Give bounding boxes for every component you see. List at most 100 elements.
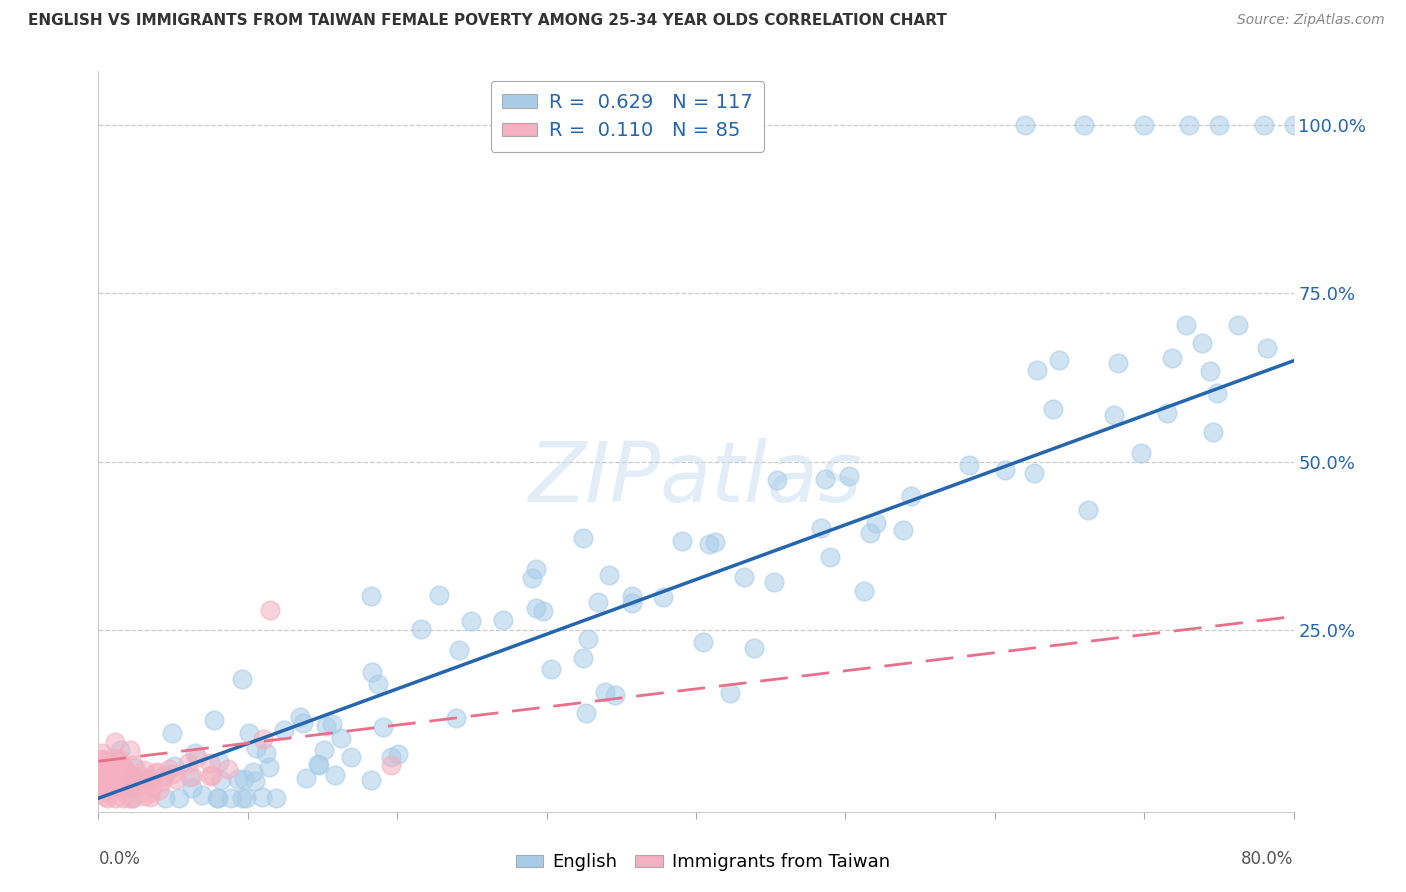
Point (360, 665, 382, 680)
Point (818, 549, 841, 564)
Point (1026, 363, 1049, 377)
Point (766, 473, 789, 487)
Point (120, 773, 142, 788)
Point (572, 650, 595, 665)
Legend: R =  0.629   N = 117, R =  0.110   N = 85: R = 0.629 N = 117, R = 0.110 N = 85 (491, 81, 765, 153)
Point (692, 634, 714, 648)
Point (89, 767, 111, 781)
Point (1156, 406, 1178, 420)
Point (1191, 335, 1213, 350)
Point (460, 614, 482, 628)
Point (91, 753, 114, 767)
Point (245, 773, 267, 788)
Point (110, 764, 132, 779)
Point (153, 769, 176, 783)
Point (98, 775, 121, 789)
Point (115, 764, 138, 778)
Point (307, 757, 329, 772)
Point (115, 767, 138, 781)
Point (315, 719, 337, 733)
Point (128, 769, 150, 783)
Point (219, 791, 242, 805)
Point (957, 458, 980, 472)
Point (90, 778, 112, 792)
Point (651, 590, 673, 604)
Point (380, 758, 402, 772)
Point (259, 603, 281, 617)
Point (125, 780, 148, 795)
Point (184, 746, 207, 760)
Point (531, 604, 554, 618)
Point (603, 689, 626, 703)
Point (141, 780, 163, 795)
Point (152, 774, 174, 789)
Point (621, 589, 644, 603)
Point (160, 767, 183, 781)
Point (157, 762, 180, 776)
Text: ENGLISH VS IMMIGRANTS FROM TAIWAN FEMALE POVERTY AMONG 25-34 YEAR OLDS CORRELATI: ENGLISH VS IMMIGRANTS FROM TAIWAN FEMALE… (28, 13, 948, 29)
Point (93, 775, 115, 789)
Point (409, 622, 432, 636)
Point (121, 791, 143, 805)
Point (763, 575, 786, 590)
Point (202, 714, 225, 728)
Point (180, 781, 202, 796)
Point (132, 789, 155, 803)
Point (165, 772, 187, 786)
Point (104, 791, 127, 805)
Point (308, 757, 330, 772)
Point (576, 632, 599, 647)
Point (136, 772, 159, 786)
Point (115, 776, 138, 790)
Point (122, 791, 145, 805)
Point (91, 767, 114, 781)
Point (810, 521, 832, 535)
Point (112, 791, 135, 805)
Point (201, 768, 224, 782)
Point (264, 791, 287, 805)
Point (1282, 118, 1305, 132)
Text: Source: ZipAtlas.com: Source: ZipAtlas.com (1237, 13, 1385, 28)
Point (139, 789, 162, 804)
Point (704, 535, 727, 549)
Point (323, 768, 346, 782)
Point (200, 756, 222, 771)
Point (160, 725, 183, 739)
Point (148, 783, 170, 797)
Point (97, 783, 120, 797)
Point (107, 771, 129, 785)
Point (1256, 341, 1278, 355)
Point (235, 791, 257, 805)
Point (89, 773, 111, 788)
Point (593, 684, 616, 698)
Point (718, 686, 741, 700)
Point (211, 772, 233, 787)
Point (245, 741, 267, 756)
Point (859, 526, 882, 541)
Point (167, 791, 190, 805)
Point (852, 584, 875, 599)
Point (586, 594, 609, 608)
Point (1042, 402, 1064, 417)
Point (207, 791, 229, 805)
Point (191, 788, 214, 802)
Point (252, 732, 274, 747)
Point (444, 711, 467, 725)
Point (254, 746, 277, 760)
Point (110, 757, 132, 772)
Point (242, 764, 264, 779)
Point (145, 764, 167, 779)
Point (371, 720, 394, 734)
Point (620, 596, 643, 610)
Point (1022, 467, 1045, 481)
Point (226, 772, 249, 786)
Point (103, 765, 125, 780)
Point (121, 780, 143, 795)
Point (273, 723, 295, 737)
Point (1102, 408, 1125, 422)
Point (891, 524, 914, 538)
Point (101, 773, 124, 788)
Point (524, 601, 547, 615)
Point (89, 770, 111, 784)
Point (524, 562, 547, 576)
